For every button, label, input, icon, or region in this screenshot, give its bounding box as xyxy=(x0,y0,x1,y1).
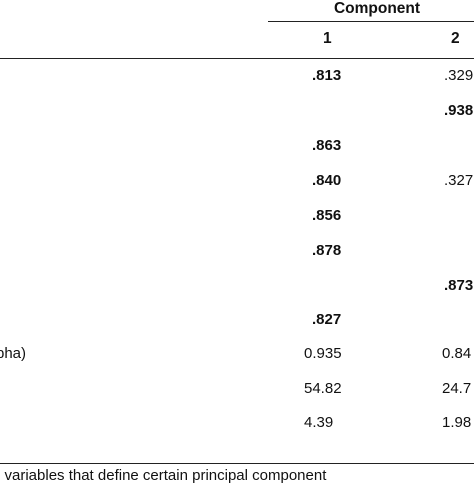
loading-cell: .840 xyxy=(312,172,342,189)
summary-cell: 54.82 xyxy=(304,380,342,397)
summary-cell: 4.39 xyxy=(304,414,334,431)
summary-cell: 0.935 xyxy=(304,345,342,362)
header-rule xyxy=(268,21,474,22)
summary-row-label: pha) xyxy=(0,345,27,362)
column-header-rule xyxy=(0,58,474,59)
loading-cell: .878 xyxy=(312,242,342,259)
loading-cell: .873 xyxy=(444,277,474,294)
loading-cell: .863 xyxy=(312,137,342,154)
column-2-header: 2 xyxy=(451,30,460,47)
table-footnote: n variables that define certain principa… xyxy=(0,467,327,484)
column-1-header: 1 xyxy=(323,30,332,47)
component-header: Component xyxy=(333,0,421,17)
summary-cell: 1.98 xyxy=(442,414,472,431)
summary-cell: 0.84 xyxy=(442,345,472,362)
loading-cell: .329 xyxy=(444,67,474,84)
loading-cell: .813 xyxy=(312,67,342,84)
summary-cell: 24.7 xyxy=(442,380,472,397)
loading-cell: .938 xyxy=(444,102,474,119)
table-bottom-rule xyxy=(0,463,474,464)
loading-cell: .827 xyxy=(312,311,342,328)
loading-cell: .856 xyxy=(312,207,342,224)
loading-cell: .327 xyxy=(444,172,474,189)
